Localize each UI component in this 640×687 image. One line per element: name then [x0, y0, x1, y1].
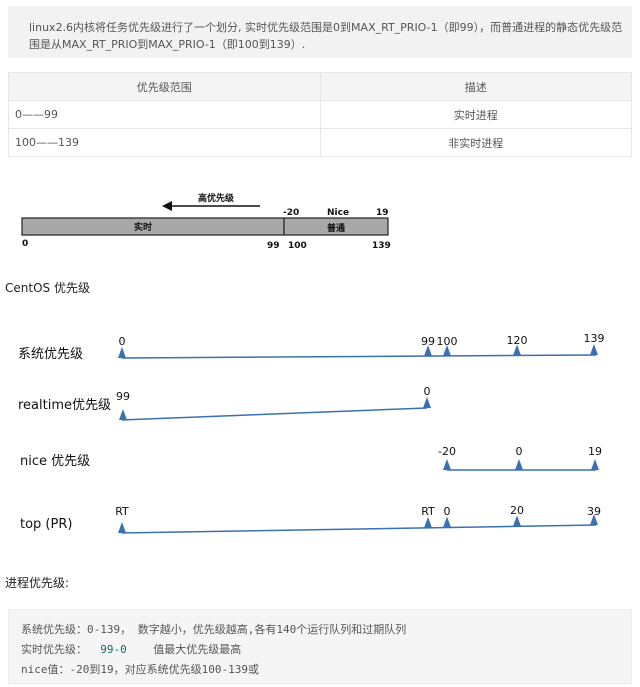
rt-band — [21, 217, 285, 236]
row-label: nice 优先级 — [20, 454, 90, 469]
tick-label: 39 — [587, 505, 601, 518]
tick-marker-icon — [513, 344, 521, 356]
tick-label: 99 — [421, 335, 435, 348]
tick-marker-icon — [591, 459, 599, 470]
tick-marker-icon — [590, 344, 598, 356]
table-header-row: 优先级范围 描述 — [8, 72, 632, 101]
centos-priority-diagram: 系统优先级 0 99 100 120 139 realtime优先级 99 0 nice 优先级 -… — [0, 320, 640, 560]
tick-label: -20 — [438, 445, 456, 458]
cell-desc: 非实时进程 — [319, 128, 632, 157]
header-range: 优先级范围 — [8, 72, 321, 101]
code-line-2-suffix: 值最大优先级最高 — [126, 643, 242, 656]
arrow-label: 高优先级 — [198, 192, 235, 204]
tick-marker-icon — [515, 459, 523, 470]
cell-desc: 实时进程 — [319, 100, 632, 129]
table-row: 100——139 非实时进程 — [8, 128, 632, 157]
tick-label: 99 — [116, 390, 130, 403]
tick-label: RT — [421, 505, 435, 518]
tick-marker-icon — [424, 516, 432, 528]
normal-label: 普通 — [327, 222, 345, 234]
axis-line — [121, 524, 597, 534]
tick-marker-icon — [443, 459, 451, 470]
code-line-2-prefix: 实时优先级： — [21, 643, 101, 656]
tick-label: 100 — [437, 335, 458, 348]
tick-marker-icon — [423, 397, 431, 408]
cell-range: 0——99 — [8, 100, 321, 129]
tick-label: 0 — [444, 505, 451, 518]
tick-marker-icon — [443, 516, 451, 528]
tick-0: 0 — [22, 239, 28, 249]
tick-marker-icon — [443, 344, 451, 356]
priority-scan-figure: 高优先级 -20 Nice 19 实时 普通 0 99 100 139 — [20, 190, 396, 252]
tick-marker-icon — [118, 522, 126, 533]
code-line-3: nice值：-20到19，对应系统优先级100-139或 — [21, 663, 259, 676]
tick-label: 0 — [424, 385, 431, 398]
tick-100: 100 — [288, 241, 307, 251]
code-line-2-value: 99-0 — [100, 643, 127, 656]
row-label: 系统优先级 — [18, 347, 83, 362]
nice-tick-min: -20 — [283, 208, 299, 218]
priority-table: 优先级范围 描述 0——99 实时进程 100——139 非实时进程 — [8, 72, 632, 157]
tick-label: 20 — [510, 504, 524, 517]
centos-title: CentOS 优先级 — [5, 281, 90, 295]
axis-line — [121, 407, 428, 421]
tick-marker-icon — [118, 347, 126, 358]
tick-label: 0 — [516, 445, 523, 458]
normal-band — [283, 217, 389, 236]
process-title: 进程优先级: — [5, 576, 70, 590]
code-line-1: 系统优先级：0-139， 数字越小，优先级越高,各有140个运行队列和过期队列 — [21, 623, 407, 636]
row-label: realtime优先级 — [18, 398, 111, 413]
tick-99: 99 — [267, 241, 280, 251]
tick-139: 139 — [372, 241, 391, 251]
code-block: 系统优先级：0-139， 数字越小，优先级越高,各有140个运行队列和过期队列 … — [8, 609, 632, 684]
code-line-2: 实时优先级： 99-0 值最大优先级最高 — [21, 641, 241, 657]
tick-marker-icon — [424, 345, 432, 357]
tick-marker-icon — [590, 514, 598, 526]
tick-label: 19 — [588, 445, 602, 458]
tick-marker-icon — [119, 408, 127, 420]
tick-label: RT — [115, 505, 129, 518]
tick-label: 120 — [507, 334, 528, 347]
intro-quote: linux2.6内核将任务优先级进行了一个划分, 实时优先级范围是0到MAX_R… — [8, 6, 632, 58]
arrow-head-icon — [162, 201, 172, 211]
nice-label: Nice — [327, 208, 349, 218]
tick-label: 139 — [584, 332, 605, 345]
nice-tick-max: 19 — [376, 208, 389, 218]
rt-label: 实时 — [134, 221, 152, 233]
intro-text: linux2.6内核将任务优先级进行了一个划分, 实时优先级范围是0到MAX_R… — [29, 21, 623, 51]
header-desc: 描述 — [319, 72, 632, 101]
row-label: top (PR) — [20, 517, 72, 532]
tick-label: 0 — [119, 335, 126, 348]
table-row: 0——99 实时进程 — [8, 100, 632, 129]
tick-marker-icon — [513, 515, 521, 527]
cell-range: 100——139 — [8, 128, 321, 157]
axis-line — [121, 354, 597, 359]
